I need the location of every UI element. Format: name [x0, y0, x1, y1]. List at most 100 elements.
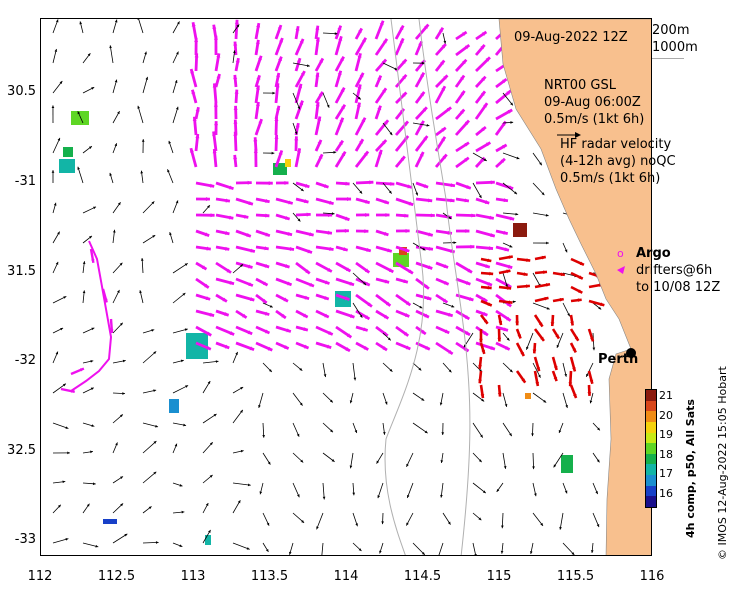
model-arrow	[274, 24, 283, 40]
model-arrow	[275, 245, 295, 251]
model-arrow	[235, 341, 255, 351]
background-arrow	[472, 392, 485, 402]
background-arrow	[232, 449, 244, 454]
colorbar-segment	[646, 485, 656, 497]
background-arrow	[82, 359, 94, 364]
background-arrow	[322, 362, 327, 378]
radar-arrow	[533, 356, 541, 372]
model-arrow	[295, 277, 315, 288]
model-arrow	[414, 59, 427, 72]
model-arrow	[354, 84, 362, 104]
model-arrow	[294, 70, 306, 88]
background-arrow	[52, 19, 59, 34]
background-arrow	[292, 92, 301, 110]
background-arrow	[51, 170, 55, 184]
model-time: 09-Aug 06:00Z	[544, 95, 641, 110]
background-arrow	[172, 79, 178, 94]
background-arrow	[352, 362, 357, 381]
model-arrow	[455, 261, 473, 274]
model-arrow	[191, 22, 198, 40]
model-arrow	[455, 30, 468, 41]
model-arrow	[212, 131, 218, 152]
model-arrow	[253, 148, 258, 168]
background-arrow	[502, 182, 518, 195]
model-arrow	[395, 261, 414, 275]
background-arrow	[52, 296, 67, 304]
model-arrow	[334, 150, 347, 168]
model-arrow	[375, 212, 390, 218]
background-arrow	[382, 182, 392, 194]
model-arrow	[354, 72, 365, 88]
background-arrow	[590, 542, 594, 554]
background-arrow	[172, 359, 184, 364]
model-arrow	[374, 20, 385, 40]
model-arrow	[455, 141, 470, 153]
model-arrow	[235, 309, 248, 319]
model-arrow	[335, 181, 350, 186]
background-arrow	[532, 362, 541, 378]
background-arrow	[112, 414, 124, 424]
model-arrow	[294, 83, 303, 104]
background-arrow	[142, 76, 149, 94]
background-arrow	[439, 392, 444, 406]
background-arrow	[377, 482, 384, 499]
model-arrow	[495, 108, 513, 121]
background-arrow	[500, 542, 504, 554]
model-arrow	[475, 213, 495, 220]
radar-arrow	[552, 271, 566, 277]
model-arrow	[355, 212, 370, 217]
model-arrow	[274, 83, 280, 104]
background-arrow	[82, 422, 95, 427]
model-arrow	[375, 277, 390, 284]
model-arrow	[455, 277, 471, 286]
background-arrow	[172, 200, 179, 214]
model-arrow	[235, 277, 254, 287]
model-arrow	[355, 197, 371, 205]
background-arrow	[322, 452, 335, 463]
model-arrow	[414, 151, 425, 168]
radar-arrow	[498, 299, 513, 305]
background-arrow	[592, 452, 600, 463]
background-arrow	[352, 272, 367, 286]
model-arrow	[455, 213, 476, 218]
model-arrow	[335, 277, 355, 287]
background-arrow	[52, 504, 62, 514]
colorbar-tick: 18	[659, 447, 673, 461]
model-arrow	[275, 197, 294, 205]
model-arrow	[395, 277, 409, 284]
background-arrow	[109, 45, 114, 64]
model-arrow	[214, 73, 221, 88]
model-arrow	[355, 229, 369, 234]
model-arrow	[274, 149, 284, 168]
background-arrow	[589, 392, 594, 404]
background-arrow	[52, 480, 66, 484]
model-arrow	[495, 89, 512, 105]
model-arrow	[215, 277, 235, 286]
model-arrow	[195, 181, 215, 188]
background-arrow	[82, 482, 96, 486]
model-arrow	[213, 35, 218, 56]
background-arrow	[412, 422, 428, 434]
background-arrow	[172, 263, 188, 274]
radar-arrow	[515, 328, 522, 339]
radar-arrow	[515, 314, 520, 326]
radar-arrow	[587, 384, 592, 396]
model-arrow	[275, 229, 293, 237]
background-arrow	[381, 512, 385, 525]
argo-label: Argo	[636, 246, 671, 261]
model-arrow	[475, 197, 490, 205]
background-arrow	[139, 290, 144, 304]
sst-patch	[169, 399, 179, 413]
background-arrow	[142, 351, 157, 364]
model-arrow	[334, 87, 346, 104]
model-arrow	[295, 261, 311, 275]
model-arrow	[89, 248, 95, 264]
background-arrow	[172, 106, 179, 124]
background-arrow	[585, 362, 594, 377]
model-arrow	[494, 120, 507, 136]
radar-arrow	[570, 257, 585, 267]
colorbar-segment	[646, 443, 656, 454]
model-arrow	[334, 35, 343, 56]
model-arrow	[274, 116, 279, 136]
model-arrow	[235, 180, 252, 185]
